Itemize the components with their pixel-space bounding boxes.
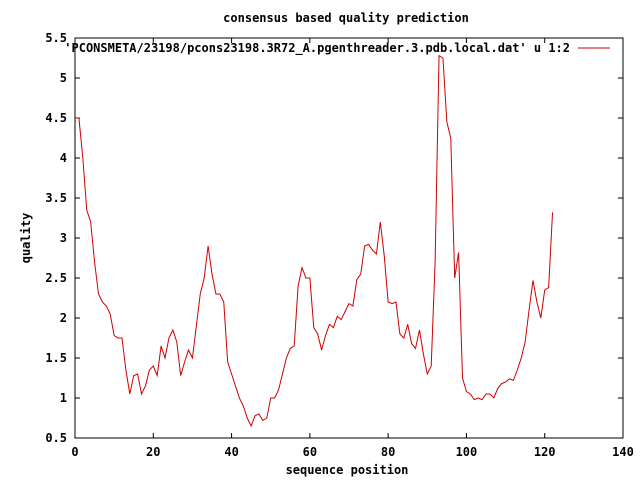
x-tick-label: 0 xyxy=(71,445,78,459)
x-tick-label: 80 xyxy=(381,445,395,459)
y-tick-label: 1.5 xyxy=(45,351,67,365)
x-tick-label: 40 xyxy=(224,445,238,459)
x-tick-label: 100 xyxy=(456,445,478,459)
y-tick-label: 3.5 xyxy=(45,191,67,205)
y-tick-label: 5 xyxy=(60,71,67,85)
legend-label: 'PCONSMETA/23198/pcons23198.3R72_A.pgent… xyxy=(64,41,570,56)
tick-labels: 0 20 40 60 80 100 120 140 0.5 1 1.5 2 2.5 3 3.5 4 4.5 5 5.… xyxy=(45,31,634,459)
chart-title: consensus based quality prediction xyxy=(223,11,469,25)
y-tick-label: 1 xyxy=(60,391,67,405)
x-tick-label: 140 xyxy=(612,445,634,459)
x-tick-label: 60 xyxy=(303,445,317,459)
y-tick-label: 0.5 xyxy=(45,431,67,445)
series-line xyxy=(75,54,554,428)
y-axis-label: quality xyxy=(19,213,33,264)
y-tick-label: 4.5 xyxy=(45,111,67,125)
plot-border xyxy=(74,37,624,439)
axis-ticks xyxy=(74,37,624,439)
x-tick-label: 120 xyxy=(534,445,556,459)
legend: 'PCONSMETA/23198/pcons23198.3R72_A.pgent… xyxy=(64,41,610,56)
y-tick-label: 2 xyxy=(60,311,67,325)
y-tick-label: 5.5 xyxy=(45,31,67,45)
x-tick-label: 20 xyxy=(146,445,160,459)
y-tick-label: 4 xyxy=(60,151,67,165)
y-tick-label: 3 xyxy=(60,231,67,245)
x-axis-label: sequence position xyxy=(286,463,409,477)
y-tick-label: 2.5 xyxy=(45,271,67,285)
series-group xyxy=(75,54,554,428)
